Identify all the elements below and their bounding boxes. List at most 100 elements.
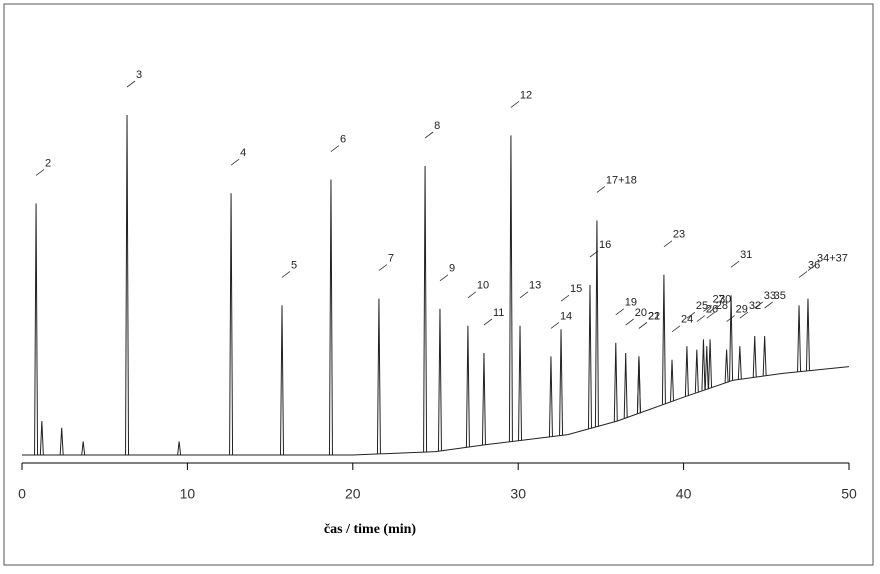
label-leader: [625, 318, 634, 326]
peak: [508, 135, 513, 442]
label-leader: [467, 291, 477, 299]
peak: [437, 308, 442, 451]
label-leader: [638, 322, 648, 329]
peak: [797, 305, 802, 372]
label-leader: [615, 308, 625, 316]
peak: [752, 335, 757, 378]
peak-label: 3: [136, 69, 142, 81]
label-leader: [696, 315, 706, 322]
peak-label: 29: [736, 304, 748, 316]
peak: [177, 441, 182, 456]
peak-label: 2: [45, 157, 51, 169]
label-leader: [706, 311, 715, 319]
label-leader: [126, 80, 136, 88]
peak-label: 32: [749, 300, 761, 312]
label-leader: [754, 301, 763, 309]
peak: [724, 349, 729, 383]
peak: [280, 305, 285, 456]
peak: [636, 356, 641, 414]
peak: [623, 352, 628, 419]
label-leader: [671, 325, 681, 333]
x-tick-label: 30: [510, 486, 526, 502]
peak-label: 24: [681, 314, 693, 326]
peak-label: 15: [570, 283, 582, 295]
label-leader: [730, 260, 740, 268]
peak-label: 16: [599, 239, 611, 251]
peak-label: 28: [716, 300, 728, 312]
label-leader: [230, 158, 240, 166]
peak: [481, 352, 486, 445]
label-leader: [709, 305, 719, 312]
peak: [701, 339, 706, 391]
peak-label: 33: [764, 290, 776, 302]
peak-label: 19: [625, 297, 637, 309]
peak-label: 14: [560, 310, 572, 322]
label-leader: [330, 145, 340, 152]
peak-label: 4: [240, 147, 246, 159]
label-leader: [550, 322, 560, 329]
peak: [670, 359, 675, 402]
peak-label: 12: [520, 89, 532, 101]
peak-label: 7: [388, 253, 394, 265]
peak: [465, 325, 470, 448]
peak-label: 21: [648, 310, 660, 322]
label-leader: [35, 169, 45, 176]
peak-label: 20: [635, 307, 647, 319]
peak-label: 5: [291, 259, 297, 271]
peak: [125, 114, 130, 456]
label-leader: [807, 264, 817, 271]
frame: [3, 3, 874, 566]
peak: [39, 420, 44, 456]
label-leader: [281, 271, 291, 278]
peak: [704, 346, 709, 390]
peak: [762, 335, 767, 376]
peak-label: 9: [449, 263, 455, 275]
peak-label: 22: [648, 310, 660, 322]
label-leader: [764, 301, 773, 309]
peak: [805, 298, 810, 371]
x-tick-label: 50: [841, 486, 857, 502]
label-leader: [483, 318, 493, 326]
peak: [587, 284, 592, 429]
peak: [34, 203, 39, 456]
peak-label: 11: [493, 307, 504, 319]
peak: [518, 325, 523, 441]
label-leader: [519, 291, 529, 299]
peak-label: 10: [477, 280, 489, 292]
label-leader: [596, 186, 606, 193]
x-tick-label: 40: [676, 486, 692, 502]
peak-label: 13: [529, 280, 541, 292]
peak-label: 17+18: [606, 174, 637, 186]
x-tick-label: 0: [18, 486, 26, 502]
label-leader: [424, 131, 434, 139]
peak: [684, 346, 689, 397]
label-leader: [686, 311, 696, 319]
peak-label: 30: [719, 293, 731, 305]
peak-label: 27: [712, 293, 724, 305]
peak: [559, 329, 564, 436]
peak: [81, 441, 86, 456]
peak-label: 8: [434, 120, 440, 132]
x-tick-label: 10: [180, 486, 196, 502]
label-leader: [378, 264, 388, 271]
peak-label: 34+37: [817, 253, 848, 265]
peak-label: 23: [673, 229, 685, 241]
peak: [423, 165, 428, 453]
peak-label: 31: [740, 249, 752, 261]
peak: [661, 274, 666, 405]
label-leader: [439, 274, 449, 282]
peak: [548, 356, 553, 437]
peak: [613, 342, 618, 422]
peak: [376, 298, 381, 454]
peak: [59, 427, 64, 456]
peak: [694, 349, 699, 393]
label-leader: [739, 311, 749, 319]
peak: [594, 220, 599, 427]
label-leader: [703, 305, 712, 312]
peak-label: 6: [340, 134, 346, 146]
peak: [708, 339, 713, 389]
x-tick-label: 20: [345, 486, 361, 502]
peak: [729, 295, 734, 381]
peak: [328, 179, 333, 456]
